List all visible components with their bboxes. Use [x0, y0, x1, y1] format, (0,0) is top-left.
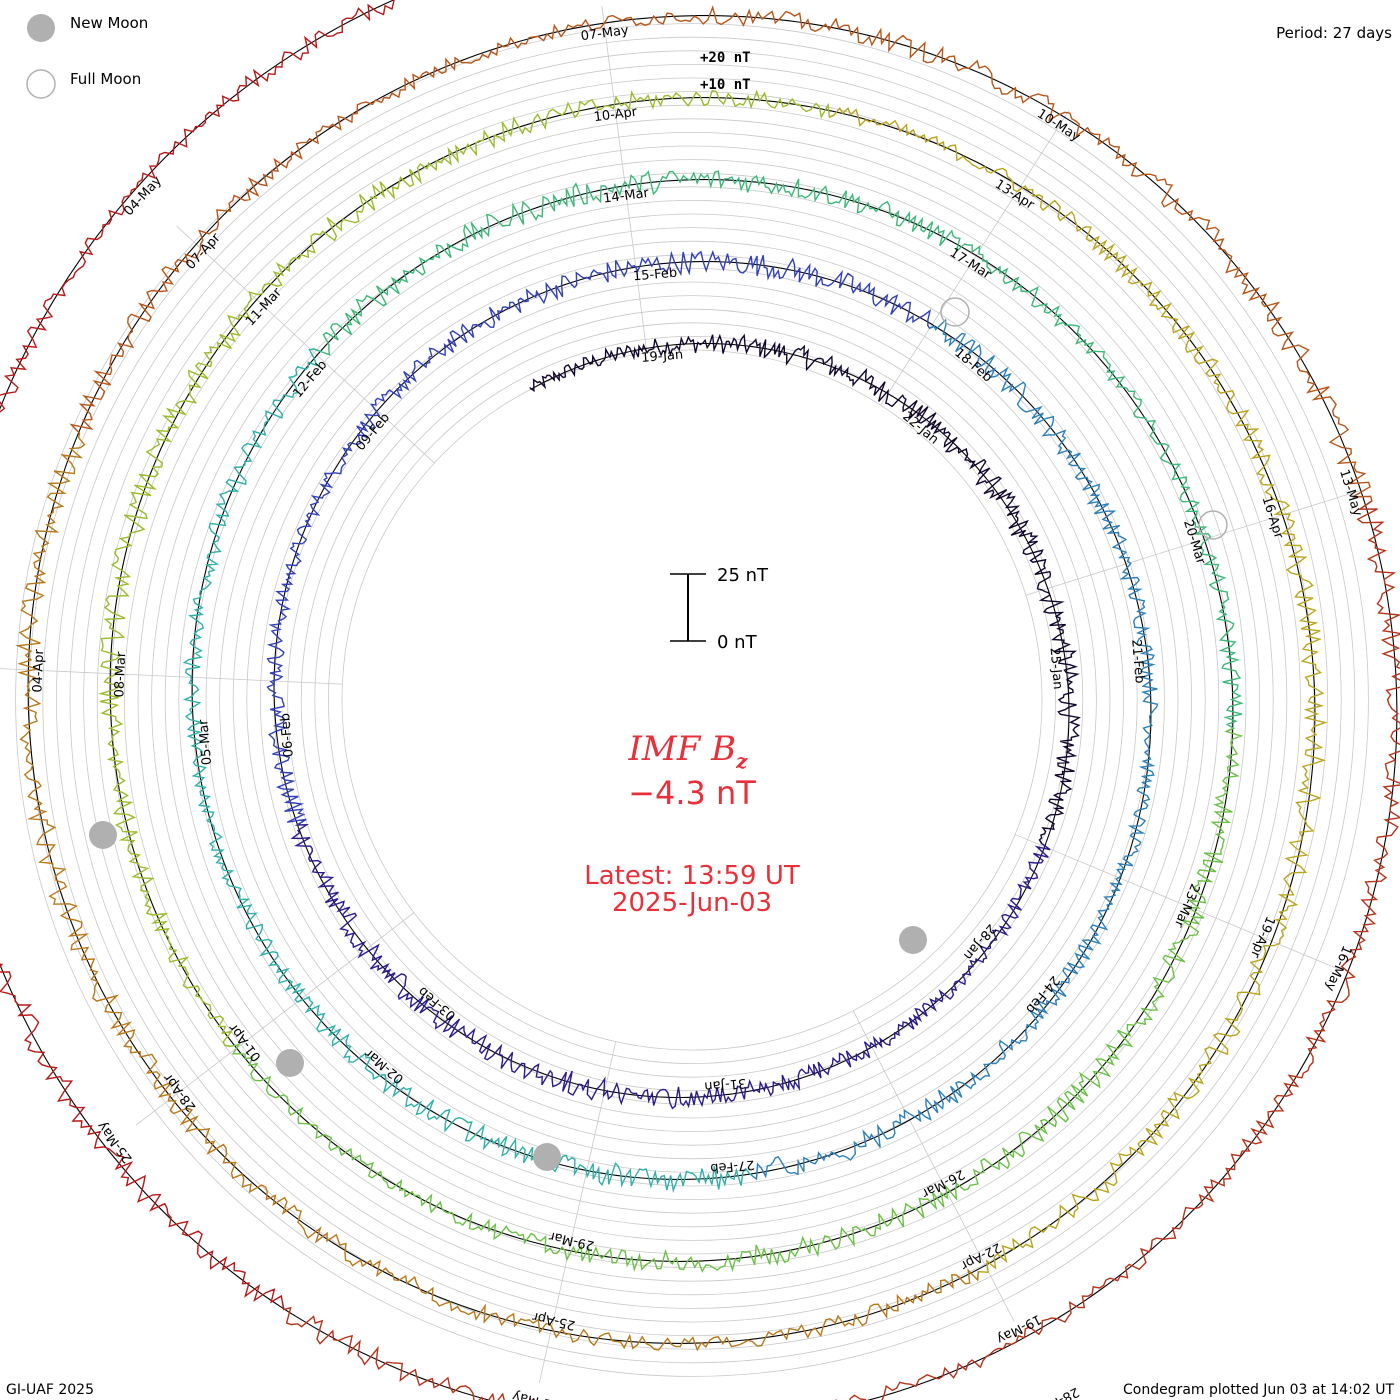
date-label: 10-May — [1034, 106, 1083, 145]
date-label: 31-Jan — [704, 1075, 747, 1094]
new-moon-marker — [899, 926, 927, 954]
parameter-title: IMF Bz — [628, 729, 749, 773]
parameter-name: IMF B — [628, 729, 737, 769]
date-label: 15-Feb — [632, 266, 677, 285]
series-segment — [0, 0, 395, 1310]
date-label: 29-Mar — [547, 1228, 596, 1253]
radial-spokes — [0, 5, 1361, 1384]
date-label: 10-Apr — [593, 105, 639, 126]
grid-ring — [300, 308, 1084, 1092]
full-moon-label: Full Moon — [70, 70, 141, 88]
grid-ring — [259, 267, 1125, 1133]
date-label: 25-Jan — [1046, 647, 1065, 690]
series-segment — [281, 500, 1400, 1400]
grid-ring — [151, 159, 1233, 1241]
grid-ring — [137, 145, 1247, 1255]
date-label: 06-Feb — [278, 712, 297, 757]
series-segment — [266, 250, 935, 826]
date-label: 08-Mar — [112, 651, 129, 698]
date-label: 04-Apr — [30, 648, 47, 693]
grid-ring — [205, 213, 1179, 1187]
radial-spoke — [135, 912, 415, 1126]
grid-ring — [314, 322, 1070, 1078]
grid-ring — [164, 172, 1220, 1228]
date-label: 07-May — [580, 23, 630, 44]
grid-ring — [219, 227, 1165, 1173]
parameter-subscript: z — [735, 749, 748, 773]
date-label: 22-May — [511, 1388, 562, 1400]
grid-ring — [96, 104, 1288, 1296]
new-moon-marker — [89, 821, 117, 849]
date-label: 25-Apr — [530, 1308, 576, 1332]
grid-ring — [110, 118, 1274, 1282]
ring-scale-20-label: +20 nT — [700, 50, 751, 66]
grid-ring — [28, 36, 1356, 1364]
grid-ring — [124, 132, 1260, 1268]
grid-ring — [327, 335, 1057, 1065]
series-segment — [224, 727, 1244, 1273]
series-segment — [748, 318, 1159, 1181]
full-moon-marker — [1198, 510, 1228, 540]
date-labels: 19-Jan22-Jan25-Jan28-Jan31-Jan03-Feb06-F… — [30, 23, 1365, 1400]
radial-spoke — [1025, 490, 1361, 596]
series-segment — [69, 5, 1373, 510]
radial-spoke — [601, 5, 648, 353]
date-label: 05-Mar — [196, 718, 215, 766]
scale-bar-top-label: 25 nT — [717, 565, 769, 586]
date-label: 28-May — [1031, 1384, 1081, 1400]
plotted-label: Condegram plotted Jun 03 at 14:02 UT — [1123, 1382, 1394, 1398]
moon-markers — [89, 297, 1228, 1171]
grid-ring — [69, 77, 1315, 1323]
grid-ring — [178, 186, 1206, 1214]
series-segment — [529, 333, 1082, 851]
scale-bar-bottom-label: 0 nT — [717, 632, 758, 653]
series-segment — [182, 348, 754, 1193]
date-label: 21-Feb — [1128, 639, 1147, 684]
date-label: 19-Jan — [641, 347, 684, 366]
latest-date: 2025-Jun-03 — [612, 888, 772, 918]
grid-ring — [42, 50, 1342, 1350]
grid-ring — [56, 64, 1328, 1336]
series-segment — [829, 106, 1328, 1280]
full-moon-icon — [26, 69, 56, 99]
full-moon-marker — [940, 297, 970, 327]
series-segment — [15, 424, 979, 1352]
new-moon-icon — [27, 14, 55, 42]
date-label: 14-Mar — [602, 186, 650, 207]
date-label: 09-Feb — [353, 410, 393, 454]
scale-bar: 25 nT 0 nT — [670, 565, 769, 653]
latest-time: Latest: 13:59 UT — [584, 861, 800, 891]
radial-spoke — [880, 110, 1070, 406]
period-label: Period: 27 days — [1276, 24, 1392, 42]
grid-ring — [273, 281, 1111, 1119]
grid-ring — [83, 91, 1301, 1309]
ring-scale-10-label: +10 nT — [700, 77, 751, 93]
series-segment — [290, 818, 1051, 1110]
series-segment — [98, 89, 835, 1047]
new-moon-label: New Moon — [70, 14, 148, 32]
radial-spoke — [0, 668, 343, 685]
latest-value: −4.3 nT — [628, 774, 756, 812]
new-moon-marker — [276, 1049, 304, 1077]
grid-ring — [15, 23, 1369, 1377]
series-segment — [313, 170, 1244, 733]
new-moon-marker — [533, 1143, 561, 1171]
date-label: 27-Feb — [710, 1156, 755, 1175]
credit-label: GI-UAF 2025 — [6, 1382, 94, 1398]
grid-ring — [341, 349, 1043, 1051]
center-readout: IMF Bz −4.3 nT Latest: 13:59 UT 2025-Jun… — [584, 729, 800, 918]
radial-spoke — [176, 225, 435, 464]
grid-ring — [287, 295, 1097, 1105]
grid-ring — [232, 240, 1152, 1160]
radial-spoke — [1014, 834, 1339, 970]
